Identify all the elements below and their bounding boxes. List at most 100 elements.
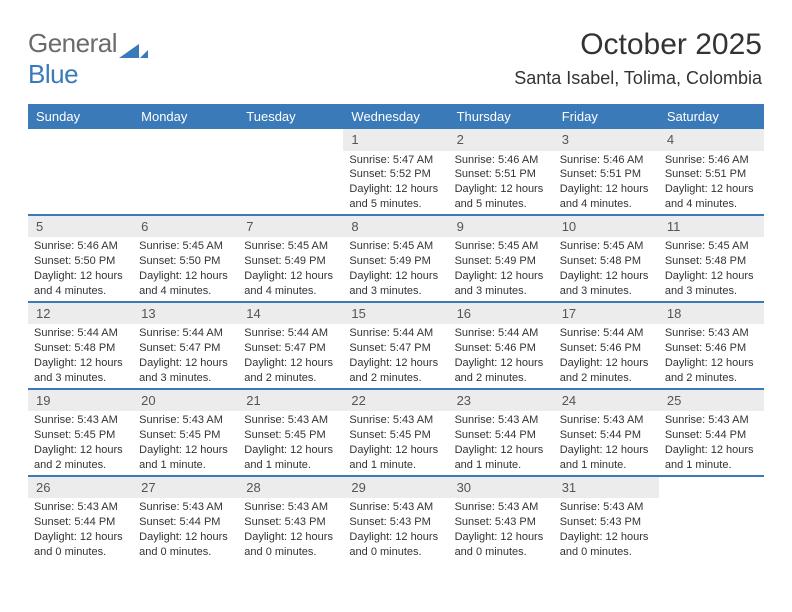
sunrise: Sunrise: 5:45 AM [349,239,444,254]
day-number: 28 [238,477,343,499]
day-body: Sunrise: 5:43 AMSunset: 5:45 PMDaylight:… [28,413,133,472]
day-number: 20 [133,390,238,412]
day-header-monday: Monday [133,104,238,129]
week-row: 26Sunrise: 5:43 AMSunset: 5:44 PMDayligh… [28,475,764,562]
day-cell: 15Sunrise: 5:44 AMSunset: 5:47 PMDayligh… [343,303,448,388]
day-header-row: SundayMondayTuesdayWednesdayThursdayFrid… [28,104,764,129]
location: Santa Isabel, Tolima, Colombia [514,68,762,89]
sunrise: Sunrise: 5:43 AM [139,500,234,515]
daylight: Daylight: 12 hours and 4 minutes. [560,182,655,212]
sunrise: Sunrise: 5:43 AM [455,500,550,515]
sunrise: Sunrise: 5:47 AM [349,153,444,168]
day-number: 7 [238,216,343,238]
daylight: Daylight: 12 hours and 0 minutes. [349,530,444,560]
sunset: Sunset: 5:44 PM [665,428,760,443]
day-number: 10 [554,216,659,238]
day-number: 8 [343,216,448,238]
sunset: Sunset: 5:43 PM [349,515,444,530]
daylight: Daylight: 12 hours and 3 minutes. [349,269,444,299]
sunrise: Sunrise: 5:43 AM [560,413,655,428]
day-body: Sunrise: 5:43 AMSunset: 5:45 PMDaylight:… [133,413,238,472]
sunset: Sunset: 5:45 PM [349,428,444,443]
day-cell: 18Sunrise: 5:43 AMSunset: 5:46 PMDayligh… [659,303,764,388]
daylight: Daylight: 12 hours and 3 minutes. [455,269,550,299]
sunset: Sunset: 5:46 PM [560,341,655,356]
day-cell: 31Sunrise: 5:43 AMSunset: 5:43 PMDayligh… [554,477,659,562]
sunrise: Sunrise: 5:43 AM [349,413,444,428]
daylight: Daylight: 12 hours and 1 minute. [455,443,550,473]
sunrise: Sunrise: 5:43 AM [455,413,550,428]
sunset: Sunset: 5:49 PM [349,254,444,269]
daylight: Daylight: 12 hours and 2 minutes. [455,356,550,386]
day-body: Sunrise: 5:43 AMSunset: 5:43 PMDaylight:… [449,500,554,559]
week-row: 12Sunrise: 5:44 AMSunset: 5:48 PMDayligh… [28,301,764,388]
sunrise: Sunrise: 5:43 AM [244,500,339,515]
sunset: Sunset: 5:47 PM [244,341,339,356]
day-number: 21 [238,390,343,412]
sunset: Sunset: 5:48 PM [34,341,129,356]
sunset: Sunset: 5:48 PM [665,254,760,269]
sunset: Sunset: 5:52 PM [349,167,444,182]
header: October 2025 Santa Isabel, Tolima, Colom… [514,28,762,89]
day-number: 3 [554,129,659,151]
day-cell: 27Sunrise: 5:43 AMSunset: 5:44 PMDayligh… [133,477,238,562]
day-header-saturday: Saturday [659,104,764,129]
day-number: 26 [28,477,133,499]
day-cell: 24Sunrise: 5:43 AMSunset: 5:44 PMDayligh… [554,390,659,475]
sunset: Sunset: 5:45 PM [244,428,339,443]
day-body: Sunrise: 5:47 AMSunset: 5:52 PMDaylight:… [343,153,448,212]
day-body: Sunrise: 5:43 AMSunset: 5:43 PMDaylight:… [554,500,659,559]
day-cell: 5Sunrise: 5:46 AMSunset: 5:50 PMDaylight… [28,216,133,301]
day-cell [28,129,133,214]
day-number: 13 [133,303,238,325]
sunset: Sunset: 5:49 PM [455,254,550,269]
daylight: Daylight: 12 hours and 3 minutes. [34,356,129,386]
day-body: Sunrise: 5:43 AMSunset: 5:43 PMDaylight:… [238,500,343,559]
day-number: 16 [449,303,554,325]
day-number: 27 [133,477,238,499]
day-body: Sunrise: 5:45 AMSunset: 5:49 PMDaylight:… [343,239,448,298]
day-body: Sunrise: 5:43 AMSunset: 5:43 PMDaylight:… [343,500,448,559]
day-number: 24 [554,390,659,412]
sunrise: Sunrise: 5:45 AM [665,239,760,254]
day-header-sunday: Sunday [28,104,133,129]
daylight: Daylight: 12 hours and 5 minutes. [349,182,444,212]
sunset: Sunset: 5:51 PM [560,167,655,182]
day-cell: 25Sunrise: 5:43 AMSunset: 5:44 PMDayligh… [659,390,764,475]
sunset: Sunset: 5:44 PM [139,515,234,530]
daylight: Daylight: 12 hours and 0 minutes. [244,530,339,560]
daylight: Daylight: 12 hours and 0 minutes. [560,530,655,560]
day-cell: 26Sunrise: 5:43 AMSunset: 5:44 PMDayligh… [28,477,133,562]
daylight: Daylight: 12 hours and 2 minutes. [560,356,655,386]
day-number: 30 [449,477,554,499]
sunrise: Sunrise: 5:44 AM [139,326,234,341]
daylight: Daylight: 12 hours and 0 minutes. [139,530,234,560]
day-cell: 7Sunrise: 5:45 AMSunset: 5:49 PMDaylight… [238,216,343,301]
day-cell: 9Sunrise: 5:45 AMSunset: 5:49 PMDaylight… [449,216,554,301]
triangle-icon [119,40,149,65]
day-body: Sunrise: 5:45 AMSunset: 5:49 PMDaylight:… [238,239,343,298]
day-body: Sunrise: 5:46 AMSunset: 5:51 PMDaylight:… [554,153,659,212]
day-cell: 22Sunrise: 5:43 AMSunset: 5:45 PMDayligh… [343,390,448,475]
day-cell: 29Sunrise: 5:43 AMSunset: 5:43 PMDayligh… [343,477,448,562]
day-body: Sunrise: 5:43 AMSunset: 5:45 PMDaylight:… [343,413,448,472]
day-number: 4 [659,129,764,151]
day-header-friday: Friday [554,104,659,129]
day-header-wednesday: Wednesday [343,104,448,129]
day-header-thursday: Thursday [449,104,554,129]
sunrise: Sunrise: 5:43 AM [34,413,129,428]
sunset: Sunset: 5:51 PM [665,167,760,182]
sunset: Sunset: 5:45 PM [139,428,234,443]
sunrise: Sunrise: 5:46 AM [455,153,550,168]
day-cell: 4Sunrise: 5:46 AMSunset: 5:51 PMDaylight… [659,129,764,214]
daylight: Daylight: 12 hours and 4 minutes. [244,269,339,299]
sunrise: Sunrise: 5:46 AM [560,153,655,168]
daylight: Daylight: 12 hours and 4 minutes. [34,269,129,299]
day-number: 5 [28,216,133,238]
daylight: Daylight: 12 hours and 2 minutes. [244,356,339,386]
daylight: Daylight: 12 hours and 2 minutes. [349,356,444,386]
day-number: 9 [449,216,554,238]
day-cell: 21Sunrise: 5:43 AMSunset: 5:45 PMDayligh… [238,390,343,475]
day-body: Sunrise: 5:43 AMSunset: 5:44 PMDaylight:… [133,500,238,559]
sunset: Sunset: 5:49 PM [244,254,339,269]
